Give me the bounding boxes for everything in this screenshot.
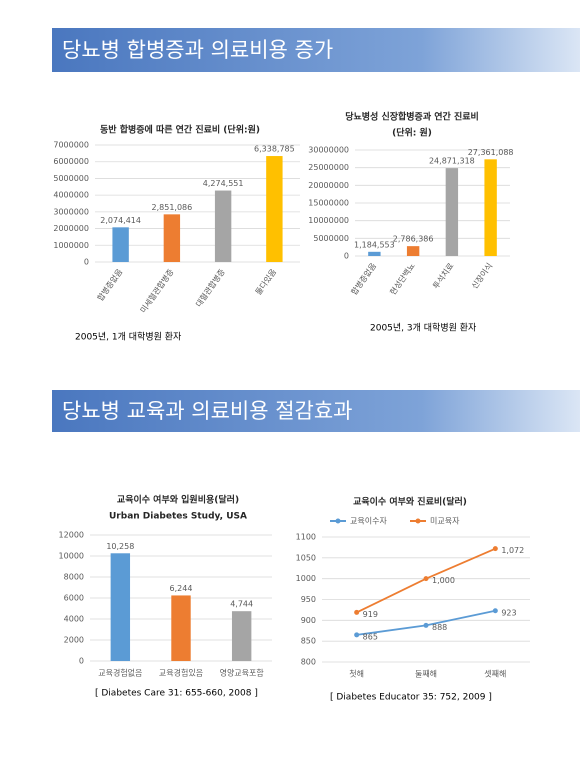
bar: [110, 553, 131, 661]
legend-marker: [415, 518, 421, 524]
y-tick-label: 850: [301, 637, 316, 646]
y-tick-label: 6000000: [53, 157, 89, 166]
y-tick-label: 15000000: [308, 199, 349, 208]
y-tick-label: 8000: [64, 573, 84, 582]
bar: [163, 214, 181, 262]
y-tick-label: 1100: [296, 533, 316, 542]
x-tick-label: 둘다있음: [253, 267, 278, 297]
x-tick-label: 대혈관합병증: [193, 267, 227, 309]
chart-subtitle: Urban Diabetes Study, USA: [109, 512, 247, 522]
legend-label: 미교육자: [430, 517, 460, 526]
chart-title: 당뇨병성 신장합병증과 연간 진료비: [345, 111, 479, 123]
data-label: 865: [363, 632, 378, 641]
chart-note: 2005년, 3개 대학병원 환자: [370, 322, 477, 334]
data-label: 2,786,386: [393, 235, 434, 244]
x-tick-label: 현성단백뇨: [388, 261, 417, 297]
bar: [214, 190, 232, 262]
data-label: 923: [501, 608, 516, 617]
x-tick-label: 합병증없음: [350, 261, 378, 296]
x-tick-label: 첫해: [349, 669, 364, 679]
chart-title: 동반 합병증에 따른 연간 진료비 (단위:원): [100, 124, 260, 136]
data-label: 1,184,553: [354, 240, 395, 249]
marker: [354, 632, 360, 638]
x-tick-label: 셋째해: [484, 669, 506, 679]
x-tick-label: 교육경험있음: [159, 668, 203, 678]
chart-note: 2005년, 1개 대학병원 환자: [75, 331, 182, 343]
y-tick-label: 800: [301, 658, 316, 667]
y-tick-label: 25000000: [308, 163, 349, 172]
y-tick-label: 1000: [296, 574, 316, 583]
y-tick-label: 0: [84, 258, 89, 267]
y-tick-label: 2000000: [53, 224, 89, 233]
bar: [112, 227, 129, 262]
y-tick-label: 950: [301, 595, 316, 604]
bar: [406, 246, 420, 256]
y-tick-label: 900: [301, 616, 316, 625]
bar: [368, 251, 381, 256]
data-label: 1,000: [432, 576, 455, 585]
chart-title: 교육이수 여부와 진료비(달러): [353, 496, 467, 508]
banner: [52, 390, 580, 432]
x-tick-label: 둘째해: [415, 669, 437, 679]
y-tick-label: 1050: [296, 553, 316, 562]
y-tick-label: 10000000: [308, 216, 349, 225]
marker: [492, 546, 498, 552]
data-label: 4,744: [230, 600, 253, 609]
marker: [354, 609, 360, 615]
y-tick-label: 30000000: [308, 146, 349, 155]
chart-note: [ Diabetes Care 31: 655-660, 2008 ]: [95, 689, 258, 699]
bar: [231, 611, 252, 661]
data-label: 4,274,551: [203, 179, 244, 188]
banner: [52, 28, 580, 72]
x-tick-label: 미세혈관합병증: [138, 267, 176, 315]
bar: [484, 159, 497, 256]
y-tick-label: 1000000: [53, 241, 89, 250]
y-tick-label: 6000: [64, 594, 84, 603]
x-tick-label: 신장이식: [469, 261, 494, 291]
y-tick-label: 2000: [64, 636, 84, 645]
data-label: 24,871,318: [429, 157, 475, 166]
bar: [266, 156, 283, 262]
x-tick-label: 합병증없음: [96, 267, 124, 302]
chart-note: [ Diabetes Educator 35: 752, 2009 ]: [330, 693, 492, 703]
data-label: 1,072: [501, 546, 524, 555]
slide-title: 당뇨병 교육과 의료비용 절감효과: [62, 399, 353, 423]
x-tick-label: 교육경험없음: [98, 668, 142, 678]
data-label: 6,244: [170, 584, 193, 593]
data-label: 27,361,088: [468, 148, 514, 157]
slide-title: 당뇨병 합병증과 의료비용 증가: [62, 38, 333, 62]
marker: [423, 576, 429, 582]
bar: [171, 595, 191, 661]
data-label: 10,258: [106, 542, 134, 551]
bar: [445, 168, 459, 256]
data-label: 2,074,414: [100, 216, 141, 225]
y-tick-label: 10000: [59, 552, 84, 561]
y-tick-label: 4000000: [53, 191, 89, 200]
data-label: 919: [363, 610, 378, 619]
data-label: 2,851,086: [152, 203, 193, 212]
legend-marker: [335, 518, 341, 524]
y-tick-label: 5000000: [53, 174, 89, 183]
chart-subtitle: (단위: 원): [392, 127, 432, 139]
chart-title: 교육이수 여부와 입원비용(달러): [117, 494, 239, 506]
y-tick-label: 0: [344, 252, 349, 261]
y-tick-label: 4000: [64, 615, 84, 624]
data-label: 888: [432, 623, 447, 632]
data-label: 6,338,785: [254, 145, 295, 154]
y-tick-label: 3000000: [53, 207, 89, 216]
marker: [423, 622, 429, 628]
y-tick-label: 12000: [59, 531, 84, 540]
y-tick-label: 0: [79, 657, 84, 666]
y-tick-label: 7000000: [53, 141, 89, 150]
legend-label: 교육이수자: [350, 516, 387, 526]
x-tick-label: 영양교육포함: [220, 668, 265, 678]
y-tick-label: 5000000: [313, 234, 349, 243]
y-tick-label: 20000000: [308, 181, 349, 190]
x-tick-label: 투석치료: [430, 261, 455, 291]
marker: [492, 608, 498, 614]
